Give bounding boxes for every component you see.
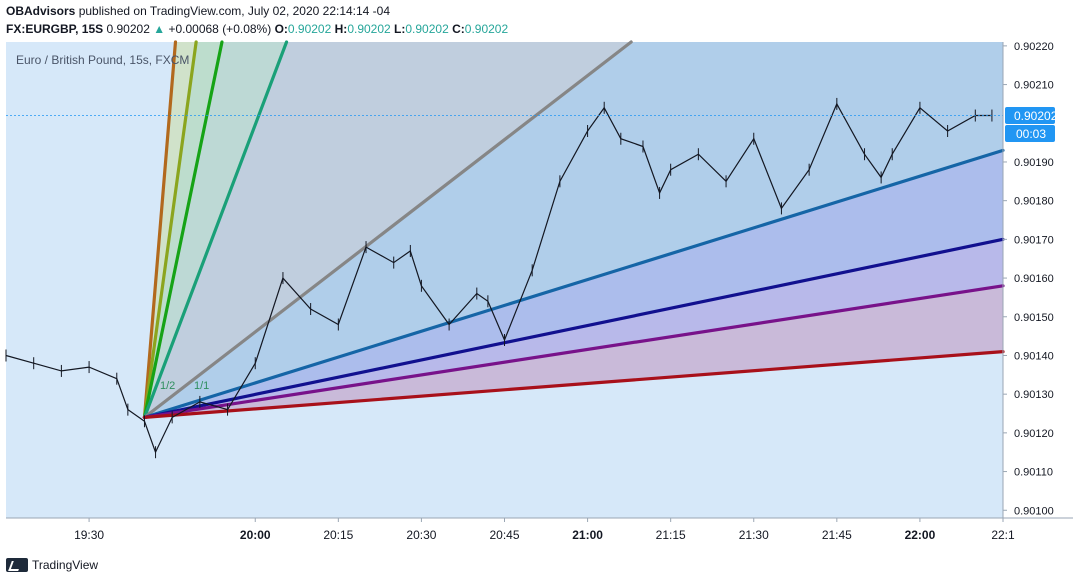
tradingview-brand: TradingView [32, 558, 99, 572]
fan-line-3-1[interactable] [142, 40, 224, 419]
price-axis[interactable]: 0.90100 0.90110 0.90120 0.90130 0.90140 0.901… [1003, 41, 1054, 517]
fan-line-8-1[interactable] [142, 40, 178, 419]
y-tick-label: 0.90190 [1014, 157, 1054, 169]
price-trace [5, 102, 992, 454]
fan-line-1-1[interactable] [142, 40, 633, 419]
open-value: 0.90202 [287, 22, 332, 36]
fan-line-1-2[interactable] [142, 148, 1005, 419]
fan-line-1-3[interactable] [142, 237, 1005, 419]
y-tick-label: 0.90150 [1014, 312, 1054, 324]
x-tick-label: 21:30 [739, 528, 769, 542]
gann-fan-fills [144, 42, 1003, 418]
y-tick-label: 0.90180 [1014, 196, 1054, 208]
countdown-badge-bg [1005, 125, 1055, 142]
open-label: O: [274, 22, 288, 36]
high-label: H: [334, 22, 348, 36]
quote-header: FX:EURGBP, 15S 0.90202 ▲ +0.00068 (+0.08… [6, 22, 508, 36]
last-price: 0.90202 [106, 22, 150, 36]
y-tick-label: 0.90120 [1014, 428, 1054, 440]
fan-line-1-8[interactable] [142, 349, 1005, 419]
x-tick-label: 22:00 [905, 528, 936, 542]
change-up-icon: ▲ [153, 22, 166, 36]
chart-title: Euro / British Pound, 15s, FXCM [16, 53, 189, 67]
published-text: published on TradingView.com, July 02, 2… [78, 4, 391, 18]
x-tick-label: 20:00 [240, 528, 271, 542]
x-tick-label: 21:45 [822, 528, 852, 542]
x-tick-label: 20:15 [323, 528, 353, 542]
x-tick-label: 20:30 [406, 528, 436, 542]
y-tick-label: 0.90140 [1014, 350, 1054, 362]
x-tick-label: 20:45 [489, 528, 519, 542]
close-label: C: [452, 22, 465, 36]
x-tick-label: 21:00 [572, 528, 603, 542]
y-tick-label: 0.90110 [1014, 467, 1053, 479]
gann-fan-lines [142, 40, 1005, 419]
high-value: 0.90202 [347, 22, 391, 36]
publisher-name[interactable]: OBAdvisors [6, 4, 76, 18]
countdown-badge-text: 00:03 [1016, 127, 1046, 141]
fan-line-2-1[interactable] [142, 40, 289, 419]
low-value: 0.90202 [405, 22, 449, 36]
last-price-badge-bg [1005, 107, 1055, 124]
price-series [5, 97, 993, 459]
tradingview-logo-icon [6, 558, 28, 572]
symbol-label: FX:EURGBP, 15S [6, 22, 104, 36]
last-price-badge: 0.90202 00:03 [1005, 107, 1058, 142]
y-tick-label: 0.90130 [1014, 389, 1054, 401]
x-tick-label: 22:1 [991, 528, 1015, 542]
y-tick-label: 0.90160 [1014, 273, 1054, 285]
fan-line-4-1[interactable] [142, 40, 198, 419]
time-axis[interactable]: 19:30 20:00 20:15 20:30 20:45 21:00 21:15 21:30… [74, 518, 1015, 542]
last-price-badge-text: 0.90202 [1014, 109, 1058, 123]
tradingview-logo[interactable]: TradingView [6, 558, 98, 572]
fan-ratio-labels: 1/2 1/1 [160, 380, 209, 392]
low-label: L: [394, 22, 406, 36]
fan-ratio-label: 1/1 [194, 380, 209, 392]
close-value: 0.90202 [464, 22, 509, 36]
y-tick-label: 0.90210 [1014, 80, 1054, 92]
fan-line-1-4[interactable] [142, 284, 1005, 419]
fan-ratio-label: 1/2 [160, 380, 175, 392]
x-tick-label: 21:15 [656, 528, 686, 542]
fan-fill-5 [144, 42, 1003, 418]
x-tick-label: 19:30 [74, 528, 104, 542]
y-tick-label: 0.90100 [1014, 505, 1054, 517]
y-tick-label: 0.90170 [1014, 234, 1054, 246]
price-change: +0.00068 (+0.08%) [168, 22, 272, 36]
y-tick-label: 0.90220 [1014, 41, 1054, 53]
publish-header: OBAdvisors published on TradingView.com,… [6, 4, 390, 18]
